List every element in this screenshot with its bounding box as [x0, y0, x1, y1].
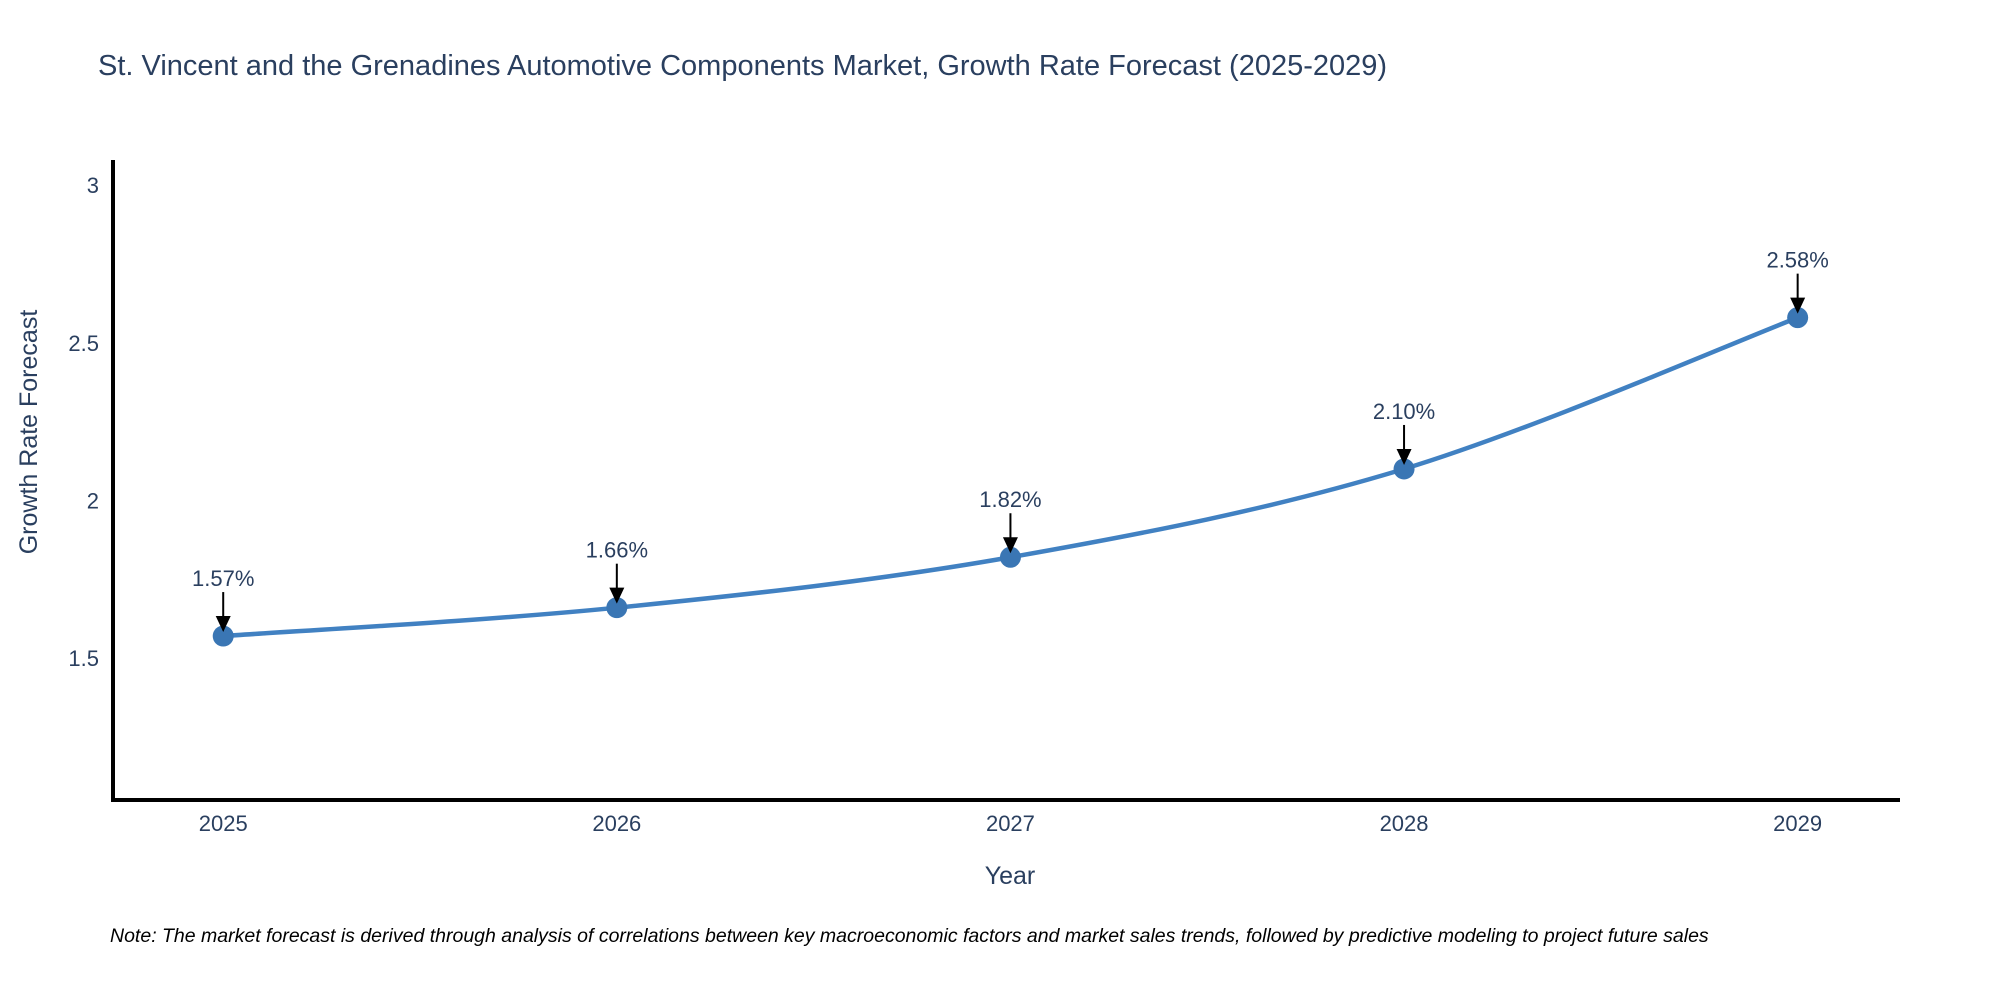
data-point-marker [1787, 307, 1809, 329]
annotation-arrowhead [1790, 297, 1806, 314]
axis-lines [111, 160, 1900, 802]
x-axis-title: Year [984, 862, 1036, 890]
data-point-marker [606, 597, 628, 619]
data-point-marker [1393, 458, 1415, 480]
point-annotation-label: 1.66% [586, 538, 648, 563]
point-annotation-label: 1.57% [192, 566, 254, 591]
point-annotation-label: 2.58% [1766, 248, 1828, 273]
x-tick-label: 2027 [986, 811, 1035, 836]
x-tick-label: 2026 [592, 811, 641, 836]
chart-title: St. Vincent and the Grenadines Automotiv… [98, 50, 1388, 82]
y-tick-label: 2 [87, 488, 99, 513]
annotation-arrowhead [215, 616, 231, 633]
data-point-marker [999, 546, 1021, 568]
annotation-arrowhead [1002, 537, 1018, 554]
data-point-marker [212, 625, 234, 647]
y-tick-label: 2.5 [68, 331, 99, 356]
annotation-arrowhead [609, 587, 625, 604]
chart-note: Note: The market forecast is derived thr… [110, 925, 1709, 947]
series-line [220, 315, 1800, 639]
x-tick-label: 2025 [199, 811, 248, 836]
annotation-arrowhead [1396, 448, 1412, 465]
point-annotation-label: 2.10% [1373, 399, 1435, 424]
x-tick-label: 2029 [1773, 811, 1822, 836]
y-tick-label: 3 [87, 173, 99, 198]
x-tick-label: 2028 [1380, 811, 1429, 836]
point-annotation-label: 1.82% [979, 487, 1041, 512]
y-tick-label: 1.5 [68, 646, 99, 671]
